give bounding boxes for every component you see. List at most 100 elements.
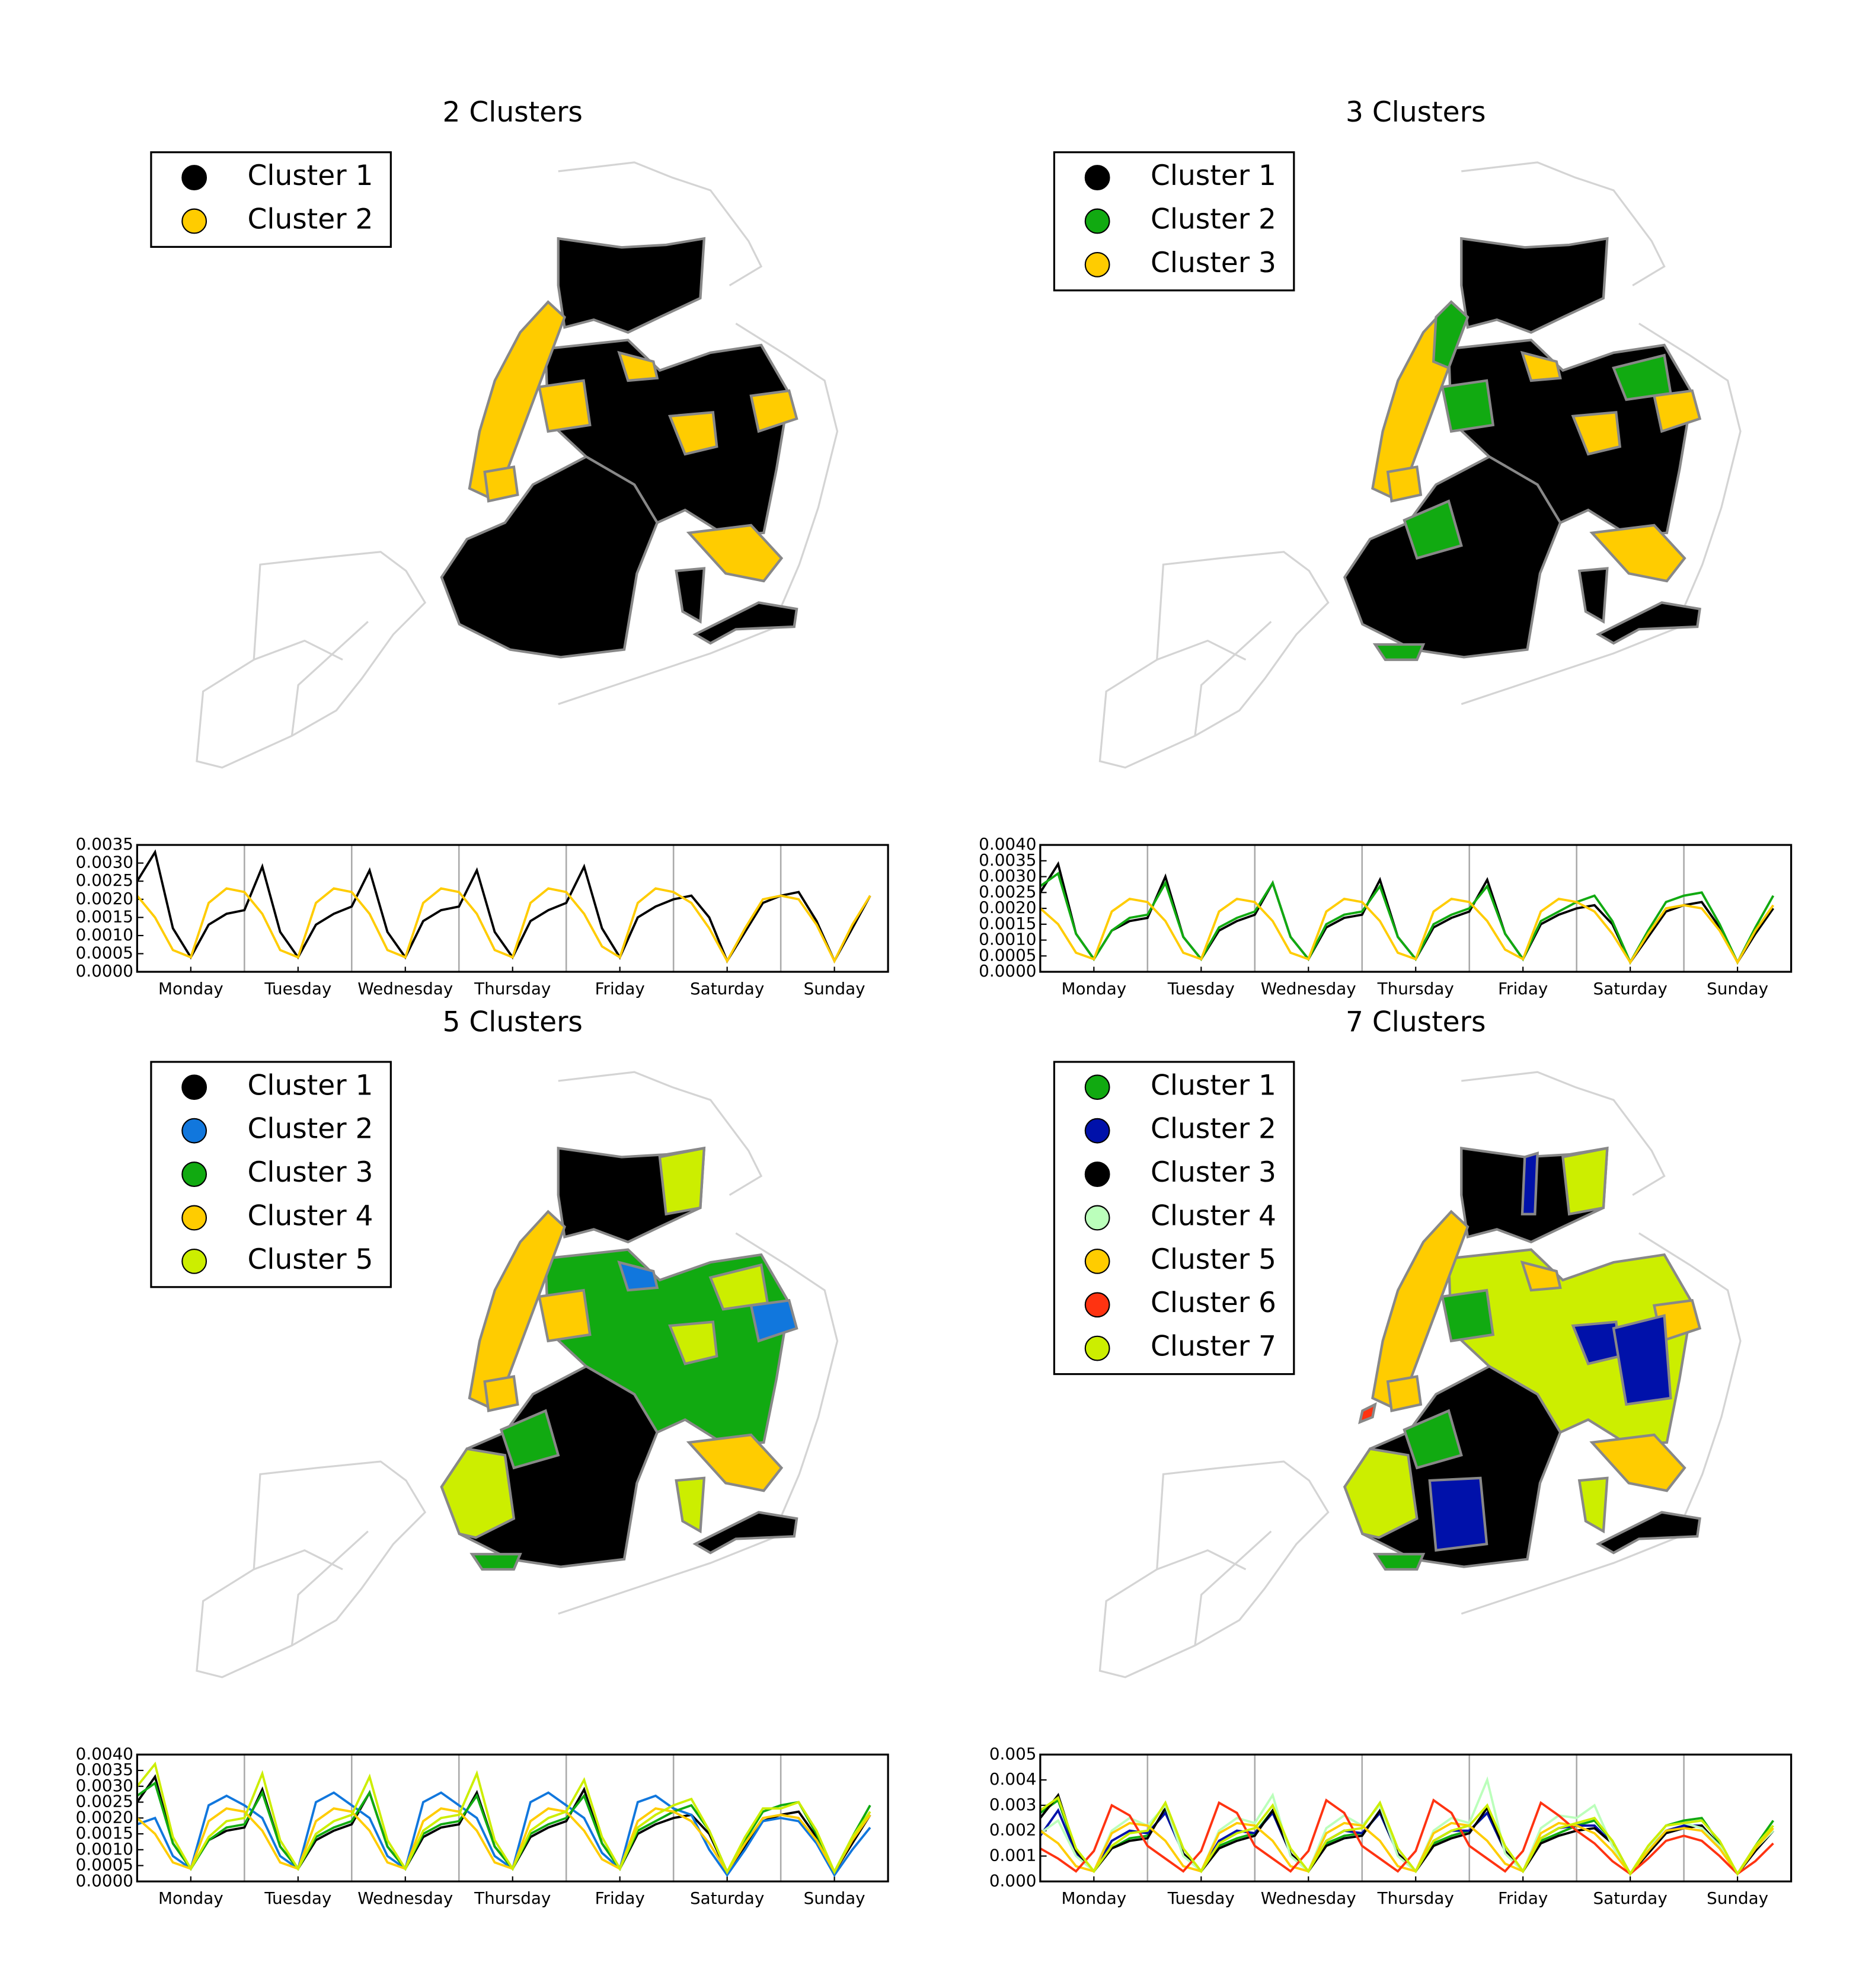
- x-tick-label: Thursday: [474, 1888, 551, 1908]
- legend-label: Cluster 3: [1151, 1156, 1276, 1189]
- map: [1098, 161, 1742, 769]
- x-tick-label: Thursday: [1377, 979, 1454, 998]
- x-tick-label: Thursday: [1377, 1888, 1454, 1908]
- map-region: [1589, 524, 1686, 583]
- legend-label: Cluster 6: [1151, 1287, 1276, 1319]
- x-tick-label: Monday: [1061, 1888, 1126, 1908]
- legend-marker: [1084, 1292, 1110, 1318]
- series-line: [1039, 1795, 1774, 1877]
- map-region: [1343, 1447, 1419, 1539]
- plot-area: [1040, 1754, 1791, 1882]
- legend-label: Cluster 3: [248, 1156, 373, 1189]
- map-region: [538, 1288, 592, 1343]
- x-tick-label: Sunday: [804, 1888, 865, 1908]
- map: [1098, 1071, 1742, 1679]
- legend-label: Cluster 1: [248, 1069, 373, 1102]
- map-region: [1386, 1375, 1423, 1412]
- panel-title: 7 Clusters: [1346, 1006, 1486, 1038]
- y-tick-label: 0.002: [989, 1820, 1037, 1840]
- map-region: [1577, 567, 1609, 624]
- map-region: [617, 1261, 659, 1292]
- map-region: [1520, 1261, 1562, 1292]
- map-region: [686, 1433, 784, 1492]
- map-region: [440, 455, 659, 659]
- x-tick-label: Tuesday: [1167, 1888, 1235, 1908]
- y-tick-label: 0.0020: [76, 889, 133, 908]
- y-tick-label: 0.0005: [76, 1855, 133, 1875]
- x-tick-label: Wednesday: [1261, 1888, 1356, 1908]
- x-tick-label: Monday: [158, 979, 223, 998]
- map-region: [1612, 353, 1672, 401]
- legend-marker: [181, 1248, 207, 1274]
- legend-marker: [181, 208, 207, 234]
- series-line: [136, 1781, 871, 1875]
- panel-title: 2 Clusters: [442, 96, 582, 129]
- map-region: [538, 379, 592, 433]
- map-region: [686, 524, 784, 583]
- y-tick-label: 0.0030: [76, 1776, 133, 1795]
- map: [196, 161, 839, 769]
- legend-marker: [1084, 1074, 1110, 1100]
- map-region: [1612, 1314, 1672, 1406]
- map-region: [668, 411, 718, 456]
- map: [196, 1071, 839, 1679]
- map-region: [658, 1146, 706, 1216]
- y-tick-label: 0.0020: [76, 1807, 133, 1827]
- y-tick-label: 0.0035: [76, 834, 133, 854]
- x-tick-label: Tuesday: [264, 979, 331, 998]
- x-tick-label: Thursday: [474, 979, 551, 998]
- x-tick-label: Friday: [1498, 1888, 1548, 1908]
- map-region: [1358, 1402, 1377, 1425]
- map-region: [675, 1476, 706, 1534]
- y-tick-label: 0.000: [989, 1871, 1037, 1890]
- y-tick-label: 0.0015: [979, 914, 1036, 933]
- y-tick-label: 0.0015: [76, 907, 133, 926]
- map-region: [708, 1263, 769, 1311]
- y-tick-label: 0.004: [989, 1769, 1037, 1789]
- x-tick-label: Tuesday: [264, 1888, 331, 1908]
- map-region: [1652, 389, 1702, 433]
- y-tick-label: 0.0025: [76, 1792, 133, 1811]
- y-tick-label: 0.005: [989, 1744, 1037, 1763]
- legend-label: Cluster 2: [248, 1113, 373, 1145]
- series-line: [1039, 1821, 1774, 1876]
- series-line: [136, 887, 871, 964]
- x-tick-label: Monday: [158, 1888, 223, 1908]
- y-tick-label: 0.0010: [76, 1839, 133, 1859]
- y-tick-label: 0.0010: [76, 925, 133, 944]
- legend-marker: [1084, 208, 1110, 234]
- map-region: [668, 1320, 718, 1365]
- map-region: [1372, 643, 1426, 661]
- x-tick-label: Wednesday: [1261, 979, 1356, 998]
- y-tick-label: 0.0035: [979, 850, 1036, 870]
- map-region: [1428, 1476, 1488, 1552]
- series-line: [136, 849, 871, 964]
- map-region: [1520, 350, 1562, 382]
- y-tick-label: 0.0030: [979, 866, 1036, 886]
- map-region: [692, 1511, 798, 1555]
- map-region: [675, 567, 706, 624]
- legend-marker: [1084, 1248, 1110, 1274]
- y-tick-label: 0.0015: [76, 1823, 133, 1843]
- legend-label: Cluster 5: [248, 1243, 373, 1276]
- legend-marker: [181, 1205, 207, 1231]
- legend-label: Cluster 2: [248, 203, 373, 235]
- y-tick-label: 0.0025: [979, 882, 1036, 901]
- x-tick-label: Friday: [1498, 979, 1548, 998]
- map-region: [1595, 601, 1701, 645]
- series-line: [1039, 897, 1775, 965]
- x-tick-label: Friday: [595, 1888, 645, 1908]
- legend-label: Cluster 2: [1151, 1113, 1276, 1145]
- legend-label: Cluster 1: [248, 159, 373, 192]
- map-region: [1460, 237, 1609, 334]
- y-tick-label: 0.0010: [979, 930, 1036, 949]
- map-region: [749, 389, 798, 433]
- legend-marker: [1084, 1118, 1110, 1144]
- axes-frame: [1039, 844, 1793, 973]
- legend-label: Cluster 4: [1151, 1199, 1276, 1232]
- axes-frame: [136, 1753, 889, 1882]
- map-region: [1432, 300, 1470, 370]
- x-tick-label: Sunday: [804, 979, 865, 998]
- legend-marker: [181, 1161, 207, 1187]
- legend-label: Cluster 4: [248, 1199, 373, 1232]
